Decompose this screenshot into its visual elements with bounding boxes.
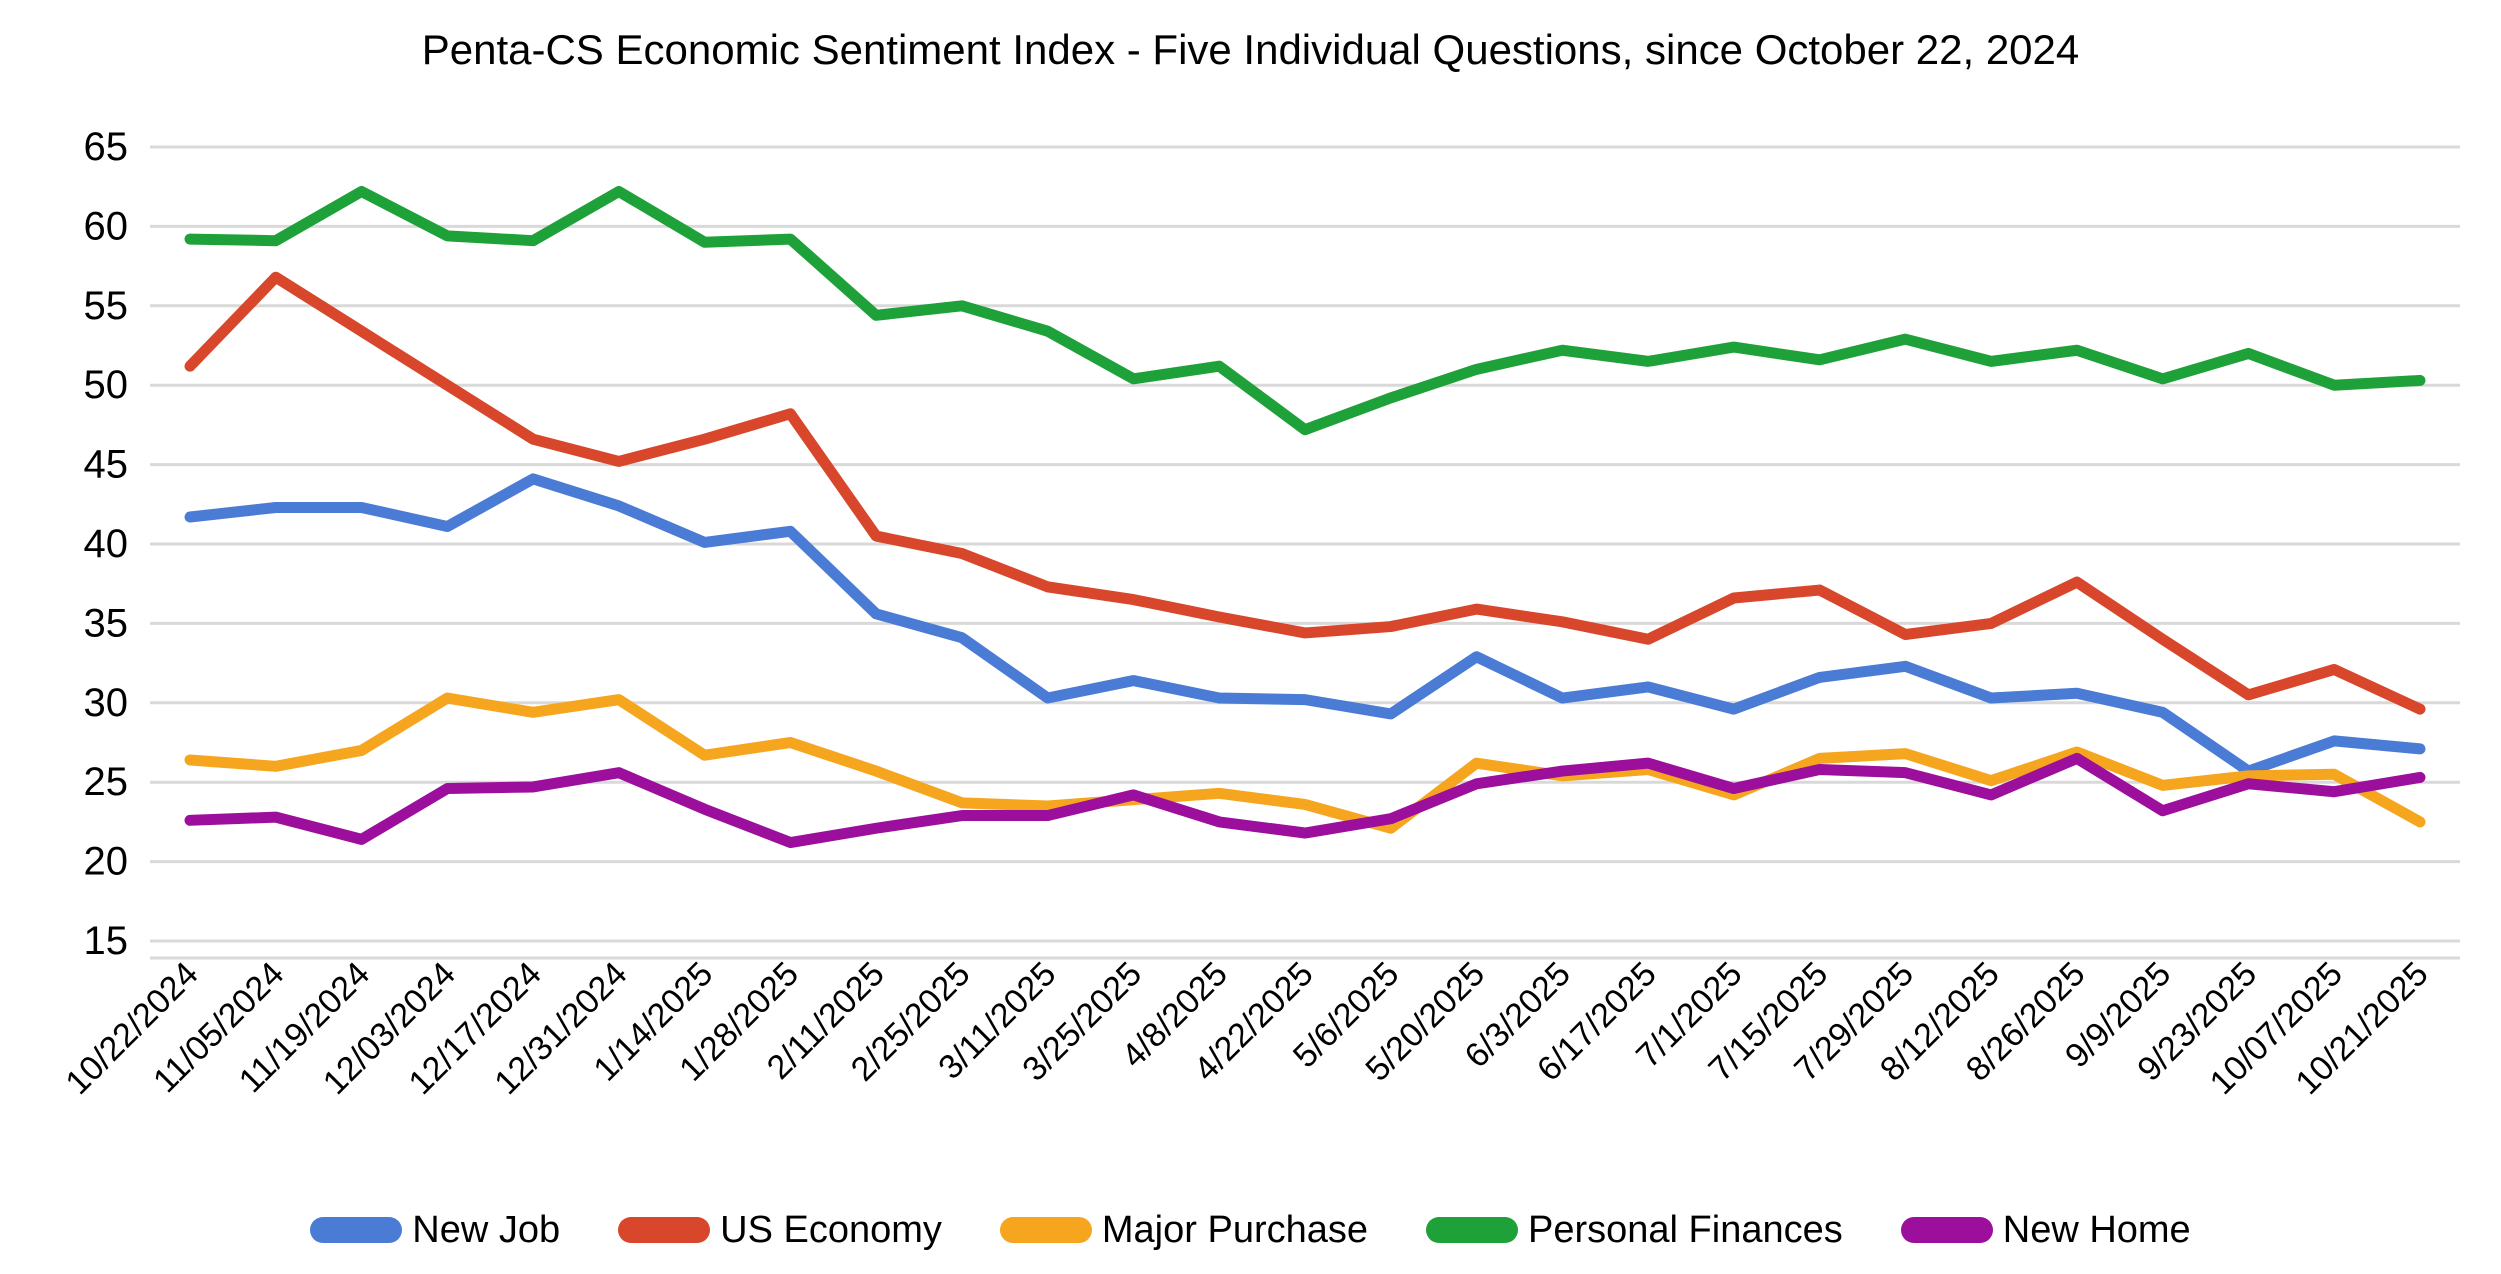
series-line-new-home bbox=[184, 752, 2426, 849]
legend-item-new-job: New Job bbox=[310, 1209, 560, 1252]
series-line-personal-finances bbox=[184, 185, 2426, 436]
legend-item-major-purchase: Major Purchase bbox=[999, 1208, 1369, 1252]
legend-item-personal-finances: Personal Finances bbox=[1426, 1209, 1843, 1252]
chart-legend: New Job US Economy Major Purchase Personal … bbox=[0, 1198, 2501, 1262]
y-tick-label-30: 30 bbox=[84, 681, 129, 725]
y-tick-label-15: 15 bbox=[84, 919, 129, 963]
legend-swatch-major-purchase bbox=[999, 1217, 1092, 1243]
y-tick-label-45: 45 bbox=[84, 443, 129, 487]
y-tick-label-20: 20 bbox=[84, 840, 129, 884]
legend-item-us-economy: US Economy bbox=[618, 1209, 942, 1252]
y-tick-label-40: 40 bbox=[84, 522, 129, 566]
y-tick-label-50: 50 bbox=[84, 363, 129, 407]
legend-label-us-economy: US Economy bbox=[720, 1208, 942, 1251]
legend-swatch-personal-finances bbox=[1426, 1217, 1519, 1243]
legend-swatch-new-home bbox=[1900, 1217, 1993, 1243]
y-tick-label-35: 35 bbox=[84, 601, 129, 645]
legend-label-personal-finances: Personal Finances bbox=[1528, 1208, 1843, 1251]
chart-title: Penta-CS Economic Sentiment Index - Five… bbox=[421, 26, 2080, 73]
y-tick-label-55: 55 bbox=[84, 284, 129, 328]
legend-swatch-new-job bbox=[310, 1217, 403, 1243]
series-line-new-job bbox=[184, 473, 2426, 777]
legend-label-new-job: New Job bbox=[412, 1208, 561, 1251]
series-line-major-purchase bbox=[184, 692, 2426, 834]
legend-label-new-home: New Home bbox=[2002, 1208, 2191, 1251]
y-tick-label-65: 65 bbox=[84, 125, 129, 169]
y-tick-label-60: 60 bbox=[84, 204, 129, 248]
legend-item-new-home: New Home bbox=[1900, 1208, 2191, 1252]
y-tick-label-25: 25 bbox=[84, 760, 129, 804]
legend-label-major-purchase: Major Purchase bbox=[1101, 1208, 1369, 1251]
series-line-us-economy bbox=[184, 271, 2426, 715]
legend-swatch-us-economy bbox=[618, 1217, 711, 1243]
